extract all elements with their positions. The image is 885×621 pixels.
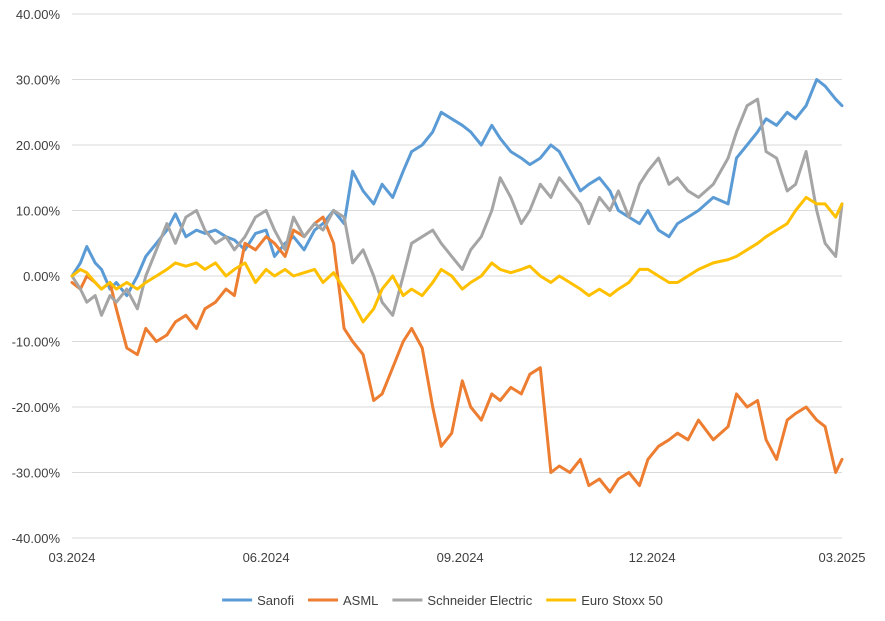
legend-label-asml: ASML xyxy=(343,593,378,608)
y-tick-label: 30.00% xyxy=(16,73,61,88)
series-lines xyxy=(70,78,844,494)
legend: Sanofi ASML Schneider Electric Euro Stoxx 5… xyxy=(222,593,663,608)
y-tick-label: -40.00% xyxy=(12,531,61,546)
series-line-asml xyxy=(70,215,844,494)
x-tick-label: 09.2024 xyxy=(437,550,484,565)
y-axis-tick-labels: 40.00% 30.00% 20.00% 10.00% 0.00% -10.00% -20.… xyxy=(12,7,61,546)
legend-label-schneider-electric: Schneider Electric xyxy=(427,593,532,608)
x-tick-label: 06.2024 xyxy=(243,550,290,565)
series-line-euro-stoxx-50 xyxy=(70,195,844,324)
y-tick-label: 20.00% xyxy=(16,138,61,153)
legend-label-euro-stoxx-50: Euro Stoxx 50 xyxy=(581,593,663,608)
legend-label-sanofi: Sanofi xyxy=(257,593,294,608)
y-tick-label: 40.00% xyxy=(16,7,61,22)
series-line-schneider-electric xyxy=(70,97,844,317)
y-tick-label: -20.00% xyxy=(12,400,61,415)
x-tick-label: 03.2025 xyxy=(819,550,866,565)
x-tick-label: 12.2024 xyxy=(629,550,676,565)
gridlines xyxy=(72,13,842,539)
y-tick-label: 0.00% xyxy=(23,269,60,284)
series-line-sanofi xyxy=(70,78,844,298)
y-tick-label: -10.00% xyxy=(12,335,61,350)
y-tick-label: -30.00% xyxy=(12,466,61,481)
x-axis-tick-labels: 03.2024 06.2024 09.2024 12.2024 03.2025 xyxy=(49,550,866,565)
x-tick-label: 03.2024 xyxy=(49,550,96,565)
y-tick-label: 10.00% xyxy=(16,204,61,219)
